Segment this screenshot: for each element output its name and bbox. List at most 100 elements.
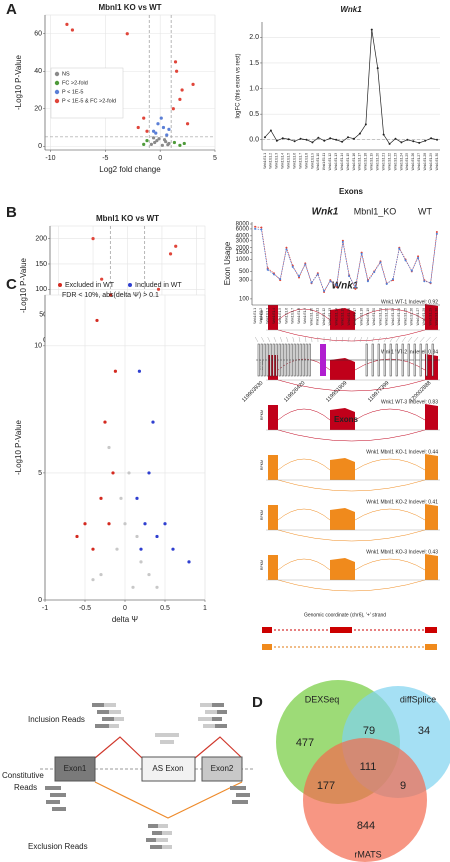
point	[147, 471, 151, 475]
line	[255, 228, 438, 292]
coverage	[425, 454, 438, 480]
x-tick-label: Wnk1:E1.23	[391, 308, 395, 326]
point	[298, 276, 300, 279]
sashimi-y-label: RPKM	[260, 560, 264, 570]
junction	[354, 408, 426, 421]
point	[161, 125, 166, 130]
point	[123, 522, 127, 526]
y-tick-label: 6000	[236, 227, 250, 233]
legend-label: NS	[62, 71, 70, 77]
y-tick-label: 1.0	[249, 85, 259, 92]
y-tick-label: 0.0	[249, 137, 259, 144]
point	[400, 141, 403, 144]
point	[423, 280, 426, 283]
diagram-label: Exclusion Reads	[28, 842, 88, 851]
chart-title: Mbnl1 KO vs WT	[96, 214, 159, 223]
exon-connector	[431, 336, 438, 343]
chart-title: Wnk1	[312, 207, 339, 218]
y-tick-label: 1000	[236, 257, 250, 263]
coverage	[330, 508, 355, 530]
point	[159, 116, 163, 120]
x-tick-label: -10	[45, 155, 55, 162]
point	[354, 287, 357, 290]
point	[139, 560, 143, 564]
x-tick-label: Wnk1:E1.12	[322, 308, 326, 326]
point	[163, 522, 167, 526]
point	[125, 32, 129, 36]
point	[335, 284, 338, 287]
y-tick-label: 0	[38, 597, 42, 604]
exon-connector	[267, 336, 271, 343]
point	[173, 60, 178, 64]
highlight-exon	[320, 344, 326, 376]
point	[254, 225, 257, 228]
x-tick-label: 0.5	[160, 605, 170, 612]
y-tick-label: 8000	[236, 222, 250, 228]
point	[379, 261, 382, 264]
y-tick-label: 2000	[236, 245, 250, 251]
venn-set-label: rMATS	[354, 849, 381, 859]
point	[171, 547, 175, 551]
junction	[277, 458, 331, 471]
gene-exon	[365, 343, 368, 377]
genomic-coordinate: 119903930	[241, 380, 264, 403]
point	[156, 287, 161, 291]
x-tick-label: Wnk1:E1.2	[259, 308, 263, 324]
exon-connector	[335, 336, 337, 343]
point	[182, 141, 186, 146]
venn-set-label: diffSplice	[400, 694, 436, 704]
exon-connector	[347, 336, 350, 343]
point	[156, 122, 160, 126]
junction	[277, 508, 331, 521]
venn-count: 34	[418, 725, 430, 737]
gene-exon	[281, 343, 284, 377]
x-tick-label: Wnk1:E1.23	[393, 153, 397, 171]
point	[293, 140, 296, 143]
y-tick-label: 500	[239, 269, 250, 275]
x-tick-label: 0	[123, 605, 127, 612]
gene-exon	[290, 343, 293, 377]
y-axis-label: -Log10 P-Value	[14, 54, 23, 110]
track-label: Wnk1 Mbnl1 KO-2 Inclevel: 0.41	[366, 499, 438, 505]
x-tick-label: Wnk1:E1.22	[387, 153, 391, 171]
point	[180, 88, 184, 92]
point	[187, 560, 191, 564]
panel-label: D	[252, 694, 263, 711]
panel-label: C	[6, 276, 17, 293]
point	[260, 226, 263, 229]
x-tick-label: Wnk1:E1.25	[403, 308, 407, 326]
coverage	[330, 458, 355, 480]
point	[142, 142, 146, 146]
y-tick-label: 20	[34, 106, 42, 113]
y-tick-label: 300	[239, 278, 250, 284]
y-tick-label: 10	[34, 343, 42, 350]
point	[376, 67, 379, 70]
point	[424, 139, 427, 142]
sashimi-y-label: RPKM	[260, 310, 264, 320]
gene-exon	[308, 343, 311, 377]
gene-exon	[257, 343, 260, 377]
x-tick-label: Wnk1:E1.18	[364, 153, 368, 171]
point	[119, 496, 123, 500]
point	[171, 107, 175, 111]
exon-connector	[292, 336, 295, 343]
annotation: FDR < 10%, abs(delta Ψ) > 0.1	[62, 292, 159, 299]
gene-exon	[389, 343, 392, 377]
exon-connector	[353, 336, 356, 343]
x-tick-label: Wnk1:E1.6	[284, 308, 288, 324]
gene-exon	[272, 343, 275, 377]
coverage	[425, 404, 438, 430]
y-tick-label: 100	[239, 296, 250, 302]
point	[317, 136, 320, 139]
x-tick-label: Wnk1:E1.4	[272, 308, 276, 324]
x-tick-label: Wnk1:E1.2	[269, 153, 273, 169]
x-tick-label: Wnk1:E1.14	[340, 153, 344, 171]
legend-box	[50, 67, 124, 119]
legend-label: FC >2-fold	[62, 80, 88, 86]
genomic-coordinate: 119926420	[283, 380, 306, 403]
gene-exon	[293, 343, 296, 377]
point	[174, 244, 178, 248]
x-tick-label: Wnk1:E1.20	[372, 308, 376, 326]
point	[263, 136, 266, 139]
